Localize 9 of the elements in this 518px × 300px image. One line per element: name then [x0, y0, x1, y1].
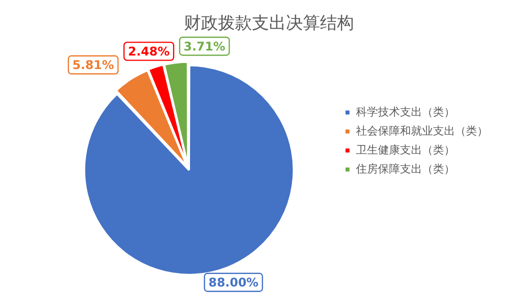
data-label: 88.00% — [208, 276, 258, 290]
data-label: 3.71% — [184, 39, 226, 54]
legend-label: 住房保障支出（类） — [356, 162, 455, 176]
legend-label: 社会保障和就业支出（类） — [356, 124, 488, 138]
legend-label: 卫生健康支出（类） — [356, 143, 455, 156]
legend-label: 科学技术支出（类） — [356, 105, 455, 118]
data-label: 5.81% — [72, 58, 114, 72]
chart-title: 财政拨款支出决算结构 — [184, 14, 354, 34]
data-label: 2.48% — [128, 44, 170, 58]
